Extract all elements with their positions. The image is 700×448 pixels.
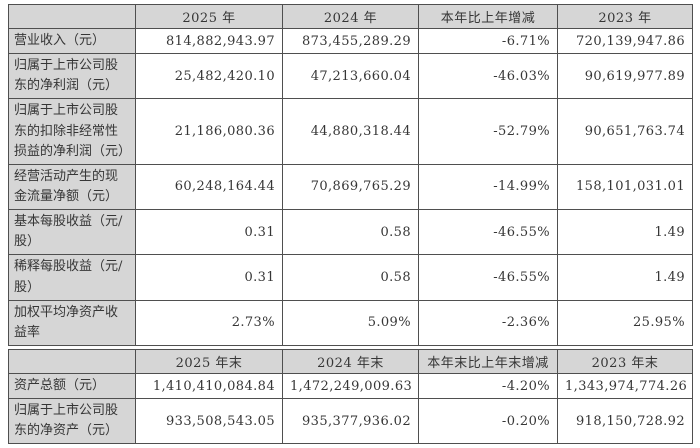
row-label: 归属于上市公司股东的净利润（元） <box>8 53 136 100</box>
value-2025: 814,882,943.97 <box>135 27 283 55</box>
table-row-net-profit: 归属于上市公司股东的净利润（元） 25,482,420.10 47,213,66… <box>8 53 693 100</box>
value-change: -6.71% <box>418 27 558 55</box>
table-row-total-assets: 资产总额（元） 1,410,410,084.84 1,472,249,009.6… <box>8 372 693 400</box>
value-end-2024: 1,472,249,009.63 <box>282 372 419 400</box>
table-row-net-assets: 归属于上市公司股东的净资产（元） 933,508,543.05 935,377,… <box>8 398 693 445</box>
value-2023: 90,619,977.89 <box>557 53 693 100</box>
annual-results-table: 2025 年 2024 年 本年比上年增减 2023 年 营业收入（元） 814… <box>8 4 693 346</box>
value-2025: 0.31 <box>135 209 283 256</box>
row-label: 稀释每股收益（元/股） <box>8 254 136 301</box>
value-2024: 47,213,660.04 <box>282 53 419 100</box>
value-2024: 0.58 <box>282 209 419 256</box>
header-end-2025: 2025 年末 <box>135 348 283 374</box>
value-2023: 158,101,031.01 <box>557 163 693 211</box>
value-2023: 90,651,763.74 <box>557 98 693 165</box>
value-end-2023: 918,150,728.92 <box>557 398 693 445</box>
value-2024: 0.58 <box>282 254 419 301</box>
header-year-2025: 2025 年 <box>135 4 283 29</box>
table-row-revenue: 营业收入（元） 814,882,943.97 873,455,289.29 -6… <box>8 27 693 55</box>
row-label: 归属于上市公司股东的净资产（元） <box>8 398 136 445</box>
value-2023: 720,139,947.86 <box>557 27 693 55</box>
value-end-change: -0.20% <box>418 398 558 445</box>
value-2025: 2.73% <box>135 299 283 346</box>
header-yoy-change: 本年比上年增减 <box>418 4 558 29</box>
value-2024: 70,869,765.29 <box>282 163 419 211</box>
annual-header-row: 2025 年 2024 年 本年比上年增减 2023 年 <box>8 4 693 29</box>
table-row-operating-cash-flow: 经营活动产生的现金流量净额（元） 60,248,164.44 70,869,76… <box>8 163 693 211</box>
period-end-table: 2025 年末 2024 年末 本年末比上年末增减 2023 年末 资产总额（元… <box>8 348 693 445</box>
value-change: -46.55% <box>418 209 558 256</box>
value-2024: 44,880,318.44 <box>282 98 419 165</box>
value-change: -14.99% <box>418 163 558 211</box>
value-end-2024: 935,377,936.02 <box>282 398 419 445</box>
value-change: -46.03% <box>418 53 558 100</box>
value-change: -46.55% <box>418 254 558 301</box>
value-end-2023: 1,343,974,774.26 <box>557 372 693 400</box>
table-row-basic-eps: 基本每股收益（元/股） 0.31 0.58 -46.55% 1.49 <box>8 209 693 256</box>
header-end-2023: 2023 年末 <box>557 348 693 374</box>
value-change: -2.36% <box>418 299 558 346</box>
value-end-2025: 1,410,410,084.84 <box>135 372 283 400</box>
row-label: 营业收入（元） <box>8 27 136 55</box>
corner-cell <box>8 4 136 29</box>
value-end-2025: 933,508,543.05 <box>135 398 283 445</box>
table-row-weighted-roe: 加权平均净资产收益率 2.73% 5.09% -2.36% 25.95% <box>8 299 693 346</box>
value-2025: 21,186,080.36 <box>135 98 283 165</box>
value-2025: 60,248,164.44 <box>135 163 283 211</box>
header-year-2023: 2023 年 <box>557 4 693 29</box>
header-end-yoy-change: 本年末比上年末增减 <box>418 348 558 374</box>
row-label: 经营活动产生的现金流量净额（元） <box>8 163 136 211</box>
row-label: 加权平均净资产收益率 <box>8 299 136 346</box>
table-row-deducted-net-profit: 归属于上市公司股东的扣除非经常性损益的净利润（元） 21,186,080.36 … <box>8 98 693 165</box>
value-2023: 25.95% <box>557 299 693 346</box>
value-end-change: -4.20% <box>418 372 558 400</box>
row-label: 资产总额（元） <box>8 372 136 400</box>
corner-cell <box>8 348 136 374</box>
value-2024: 873,455,289.29 <box>282 27 419 55</box>
value-2025: 25,482,420.10 <box>135 53 283 100</box>
value-2024: 5.09% <box>282 299 419 346</box>
period-end-header-row: 2025 年末 2024 年末 本年末比上年末增减 2023 年末 <box>8 348 693 374</box>
value-2023: 1.49 <box>557 209 693 256</box>
header-year-2024: 2024 年 <box>282 4 419 29</box>
value-2025: 0.31 <box>135 254 283 301</box>
value-2023: 1.49 <box>557 254 693 301</box>
row-label: 归属于上市公司股东的扣除非经常性损益的净利润（元） <box>8 98 136 165</box>
value-change: -52.79% <box>418 98 558 165</box>
header-end-2024: 2024 年末 <box>282 348 419 374</box>
table-row-diluted-eps: 稀释每股收益（元/股） 0.31 0.58 -46.55% 1.49 <box>8 254 693 301</box>
row-label: 基本每股收益（元/股） <box>8 209 136 256</box>
